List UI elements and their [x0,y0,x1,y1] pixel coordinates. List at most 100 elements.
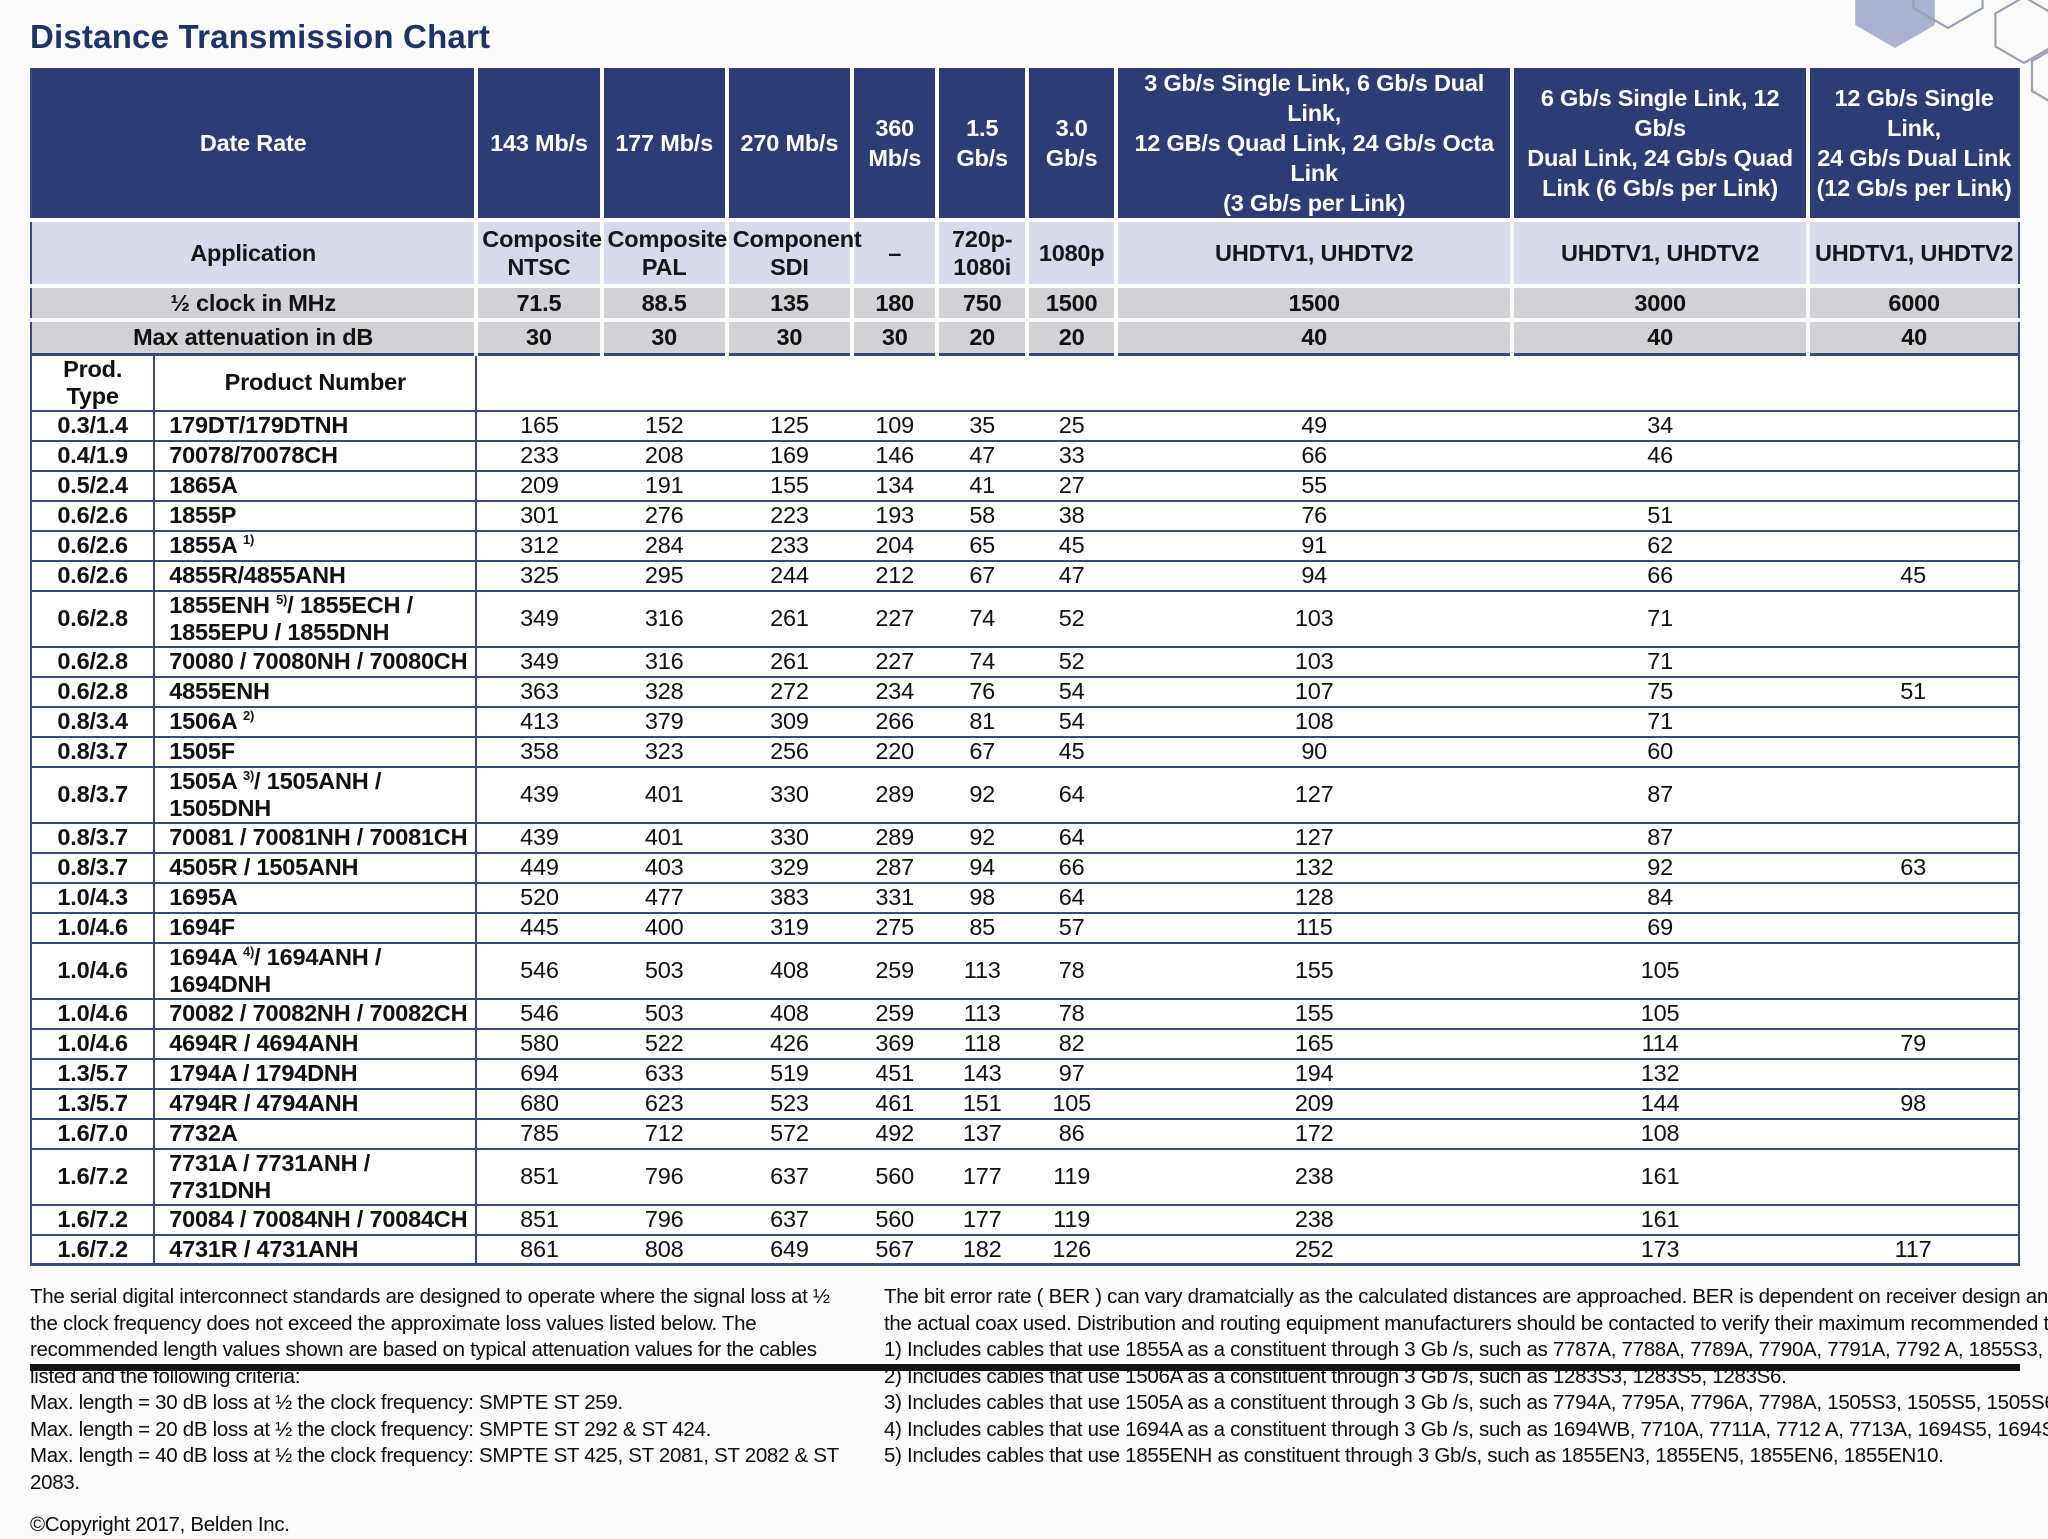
distance-value-cell: 261 [726,645,852,677]
distance-value-cell: 81 [937,705,1027,737]
data-rate-header-cell: 177 Mb/s [599,68,727,220]
prod-type-cell: 0.6/2.8 [31,645,156,677]
application-cell: UHDTV1, UHDTV2 [1114,218,1512,286]
distance-value-cell: 113 [937,997,1027,1029]
table-row: 0.5/2.4 1865A 209 191 155 134 41 27 55 [31,469,2019,501]
distance-value-cell [1808,821,2019,853]
left-paragraph: The serial digital interconnect standard… [30,1285,830,1388]
table-row: 0.6/2.6 4855R/4855ANH 325 295 244 212 67 47 94 66… [31,559,2019,591]
distance-value-cell [1808,1117,2019,1149]
distance-value-cell: 259 [852,941,938,999]
distance-value-cell: 413 [476,705,602,737]
table-row: 1.0/4.6 1694A 4)/ 1694ANH / 1694DNH 546 503… [31,941,2019,999]
max-attenuation-cell: 40 [1806,318,2019,354]
hexagon-outline-icon [1912,0,1984,30]
prod-type-cell: 1.0/4.3 [31,881,156,913]
distance-value-cell: 289 [852,765,938,823]
table-row: 0.8/3.7 70081 / 70081NH / 70081CH 439 401 33… [31,821,2019,853]
distance-value-cell: 796 [601,1147,727,1205]
application-cell: UHDTV1, UHDTV2 [1806,218,2019,286]
distance-value-cell: 861 [476,1233,602,1265]
distance-value-cell: 52 [1026,589,1117,647]
prod-type-cell: 1.3/5.7 [31,1087,156,1119]
prod-type-cell: 0.6/2.8 [31,675,156,707]
distance-value-cell: 461 [852,1087,938,1119]
distance-value-cell: 119 [1026,1147,1117,1205]
distance-value-cell: 851 [476,1203,602,1235]
distance-value-cell [1808,911,2019,943]
distance-value-cell: 445 [476,911,602,943]
prod-type-cell: 0.8/3.7 [31,735,156,767]
footnote-line: 3) Includes cables that use 1505A as a c… [884,1391,2048,1414]
prod-type-cell: 1.0/4.6 [31,941,156,999]
distance-value-cell: 560 [852,1147,938,1205]
data-rate-header-cell: 360 Mb/s [849,68,938,220]
distance-value-cell: 182 [937,1233,1027,1265]
distance-value-cell: 86 [1026,1117,1117,1149]
footnotes-left-column: The serial digital interconnect standard… [30,1284,858,1539]
distance-value-cell: 401 [601,765,727,823]
product-number-cell: 70084 / 70084NH / 70084CH [154,1203,478,1235]
product-number-cell: 4855R/4855ANH [154,559,478,591]
distance-value-cell: 134 [852,469,938,501]
distance-value-cell: 319 [726,911,852,943]
distance-value-cell: 127 [1116,765,1512,823]
distance-value-cell: 238 [1116,1147,1512,1205]
half-clock-row: ½ clock in MHz 71.5 88.5 135 180 750 1500 1500… [31,284,2019,320]
application-cell: Composite PAL [599,218,727,286]
distance-value-cell: 233 [726,529,852,561]
distance-value-cell: 115 [1116,911,1512,943]
distance-value-cell: 58 [937,499,1027,531]
distance-value-cell: 152 [601,409,727,441]
distance-value-cell: 358 [476,735,602,767]
distance-value-cell: 105 [1512,997,1809,1029]
distance-value-cell [1808,409,2019,441]
prod-type-cell: 0.6/2.6 [31,559,156,591]
distance-value-cell: 62 [1512,529,1809,561]
distance-value-cell: 193 [852,499,938,531]
hexagon-outline-icon [2030,50,2048,102]
prod-type-cell: 1.0/4.6 [31,997,156,1029]
footnote-line: 4) Includes cables that use 1694A as a c… [884,1417,2048,1441]
distance-value-cell: 520 [476,881,602,913]
product-number-cell: 4731R / 4731ANH [154,1233,478,1265]
distance-value-cell: 52 [1026,645,1117,677]
application-label: Application [31,218,477,286]
distance-value-cell: 132 [1512,1057,1809,1089]
distance-value-cell: 694 [476,1057,602,1089]
distance-value-cell: 546 [476,997,602,1029]
distance-value-cell: 155 [1116,997,1512,1029]
product-number-cell: 1505A 3)/ 1505ANH / 1505DNH [154,765,478,823]
table-row: 1.6/7.2 7731A / 7731ANH / 7731DNH 851 796 63… [31,1147,2019,1205]
distance-value-cell: 220 [852,735,938,767]
product-number-cell: 70080 / 70080NH / 70080CH [154,645,478,677]
distance-value-cell: 261 [726,589,852,647]
distance-value-cell: 289 [852,821,938,853]
distance-value-cell: 572 [726,1117,852,1149]
distance-value-cell: 91 [1116,529,1512,561]
distance-value-cell: 74 [937,645,1027,677]
distance-value-cell: 580 [476,1027,602,1059]
right-paragraph: The bit error rate ( BER ) can vary dram… [884,1285,2048,1335]
product-number-cell: 70078/70078CH [154,439,478,471]
product-number-cell: 1865A [154,469,478,501]
distance-value-cell: 71 [1512,705,1809,737]
table-row: 0.6/2.6 1855P 301 276 223 193 58 38 76 51 [31,499,2019,531]
distance-value-cell: 287 [852,851,938,883]
distance-value-cell: 38 [1026,499,1117,531]
distance-value-cell: 155 [1116,941,1512,999]
distance-value-cell: 78 [1026,941,1117,999]
distance-value-cell: 403 [601,851,727,883]
product-number-cell: 4505R / 1505ANH [154,851,478,883]
distance-value-cell: 64 [1026,821,1117,853]
distance-value-cell: 47 [1026,559,1117,591]
distance-value-cell: 74 [937,589,1027,647]
distance-value-cell: 76 [1116,499,1512,531]
distance-value-cell: 27 [1026,469,1117,501]
distance-transmission-table: Date Rate 143 Mb/s 177 Mb/s 270 Mb/s 360 Mb/… [30,68,2020,1266]
distance-value-cell [1808,765,2019,823]
application-cell: – [849,218,938,286]
distance-value-cell: 522 [601,1027,727,1059]
distance-value-cell: 227 [852,589,938,647]
table-row: 1.0/4.3 1695A 520 477 383 331 98 64 128 84 [31,881,2019,913]
